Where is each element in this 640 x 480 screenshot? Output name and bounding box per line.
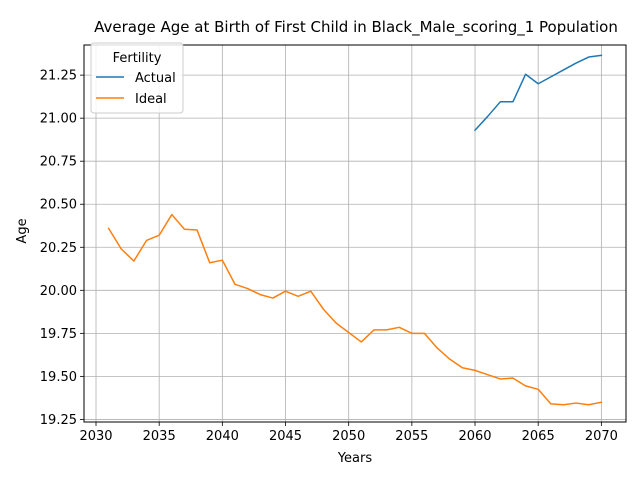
x-tick-label: 2045 xyxy=(269,429,302,444)
grid-lines xyxy=(84,45,626,422)
y-tick-label: 20.25 xyxy=(40,241,77,256)
y-axis-label: Age xyxy=(15,218,30,243)
chart-title: Average Age at Birth of First Child in B… xyxy=(94,18,618,37)
x-tick-label: 2035 xyxy=(143,429,176,444)
plot-frame xyxy=(83,44,627,423)
x-tick-label: 2030 xyxy=(79,429,112,444)
x-tick-label: 2070 xyxy=(585,429,618,444)
x-tick-label: 2060 xyxy=(458,429,491,444)
series-line-actual xyxy=(473,54,603,132)
y-tick-label: 20.75 xyxy=(40,155,77,170)
y-tick-label: 19.25 xyxy=(40,413,77,428)
legend: Fertility Actual Ideal xyxy=(90,42,184,114)
y-tick-label: 20.00 xyxy=(40,284,77,299)
data-series xyxy=(107,54,603,406)
y-tick-label: 20.50 xyxy=(40,198,77,213)
x-tick-label: 2065 xyxy=(522,429,555,444)
axis-ticks: 2030 2035 2040 2045 2050 2055 2060 2065 2070 19.2… xyxy=(40,69,618,444)
legend-box xyxy=(90,42,184,114)
y-tick-label: 21.00 xyxy=(40,112,77,127)
x-axis-label: Years xyxy=(337,451,373,466)
y-tick-label: 19.50 xyxy=(40,370,77,385)
legend-label-actual: Actual xyxy=(135,71,176,86)
y-tick-label: 21.25 xyxy=(40,69,77,84)
series-line-ideal xyxy=(107,213,603,406)
legend-title: Fertility xyxy=(113,51,162,66)
legend-label-ideal: Ideal xyxy=(135,92,167,107)
x-tick-label: 2040 xyxy=(206,429,239,444)
x-tick-label: 2055 xyxy=(395,429,428,444)
y-tick-label: 19.75 xyxy=(40,327,77,342)
x-tick-label: 2050 xyxy=(332,429,365,444)
